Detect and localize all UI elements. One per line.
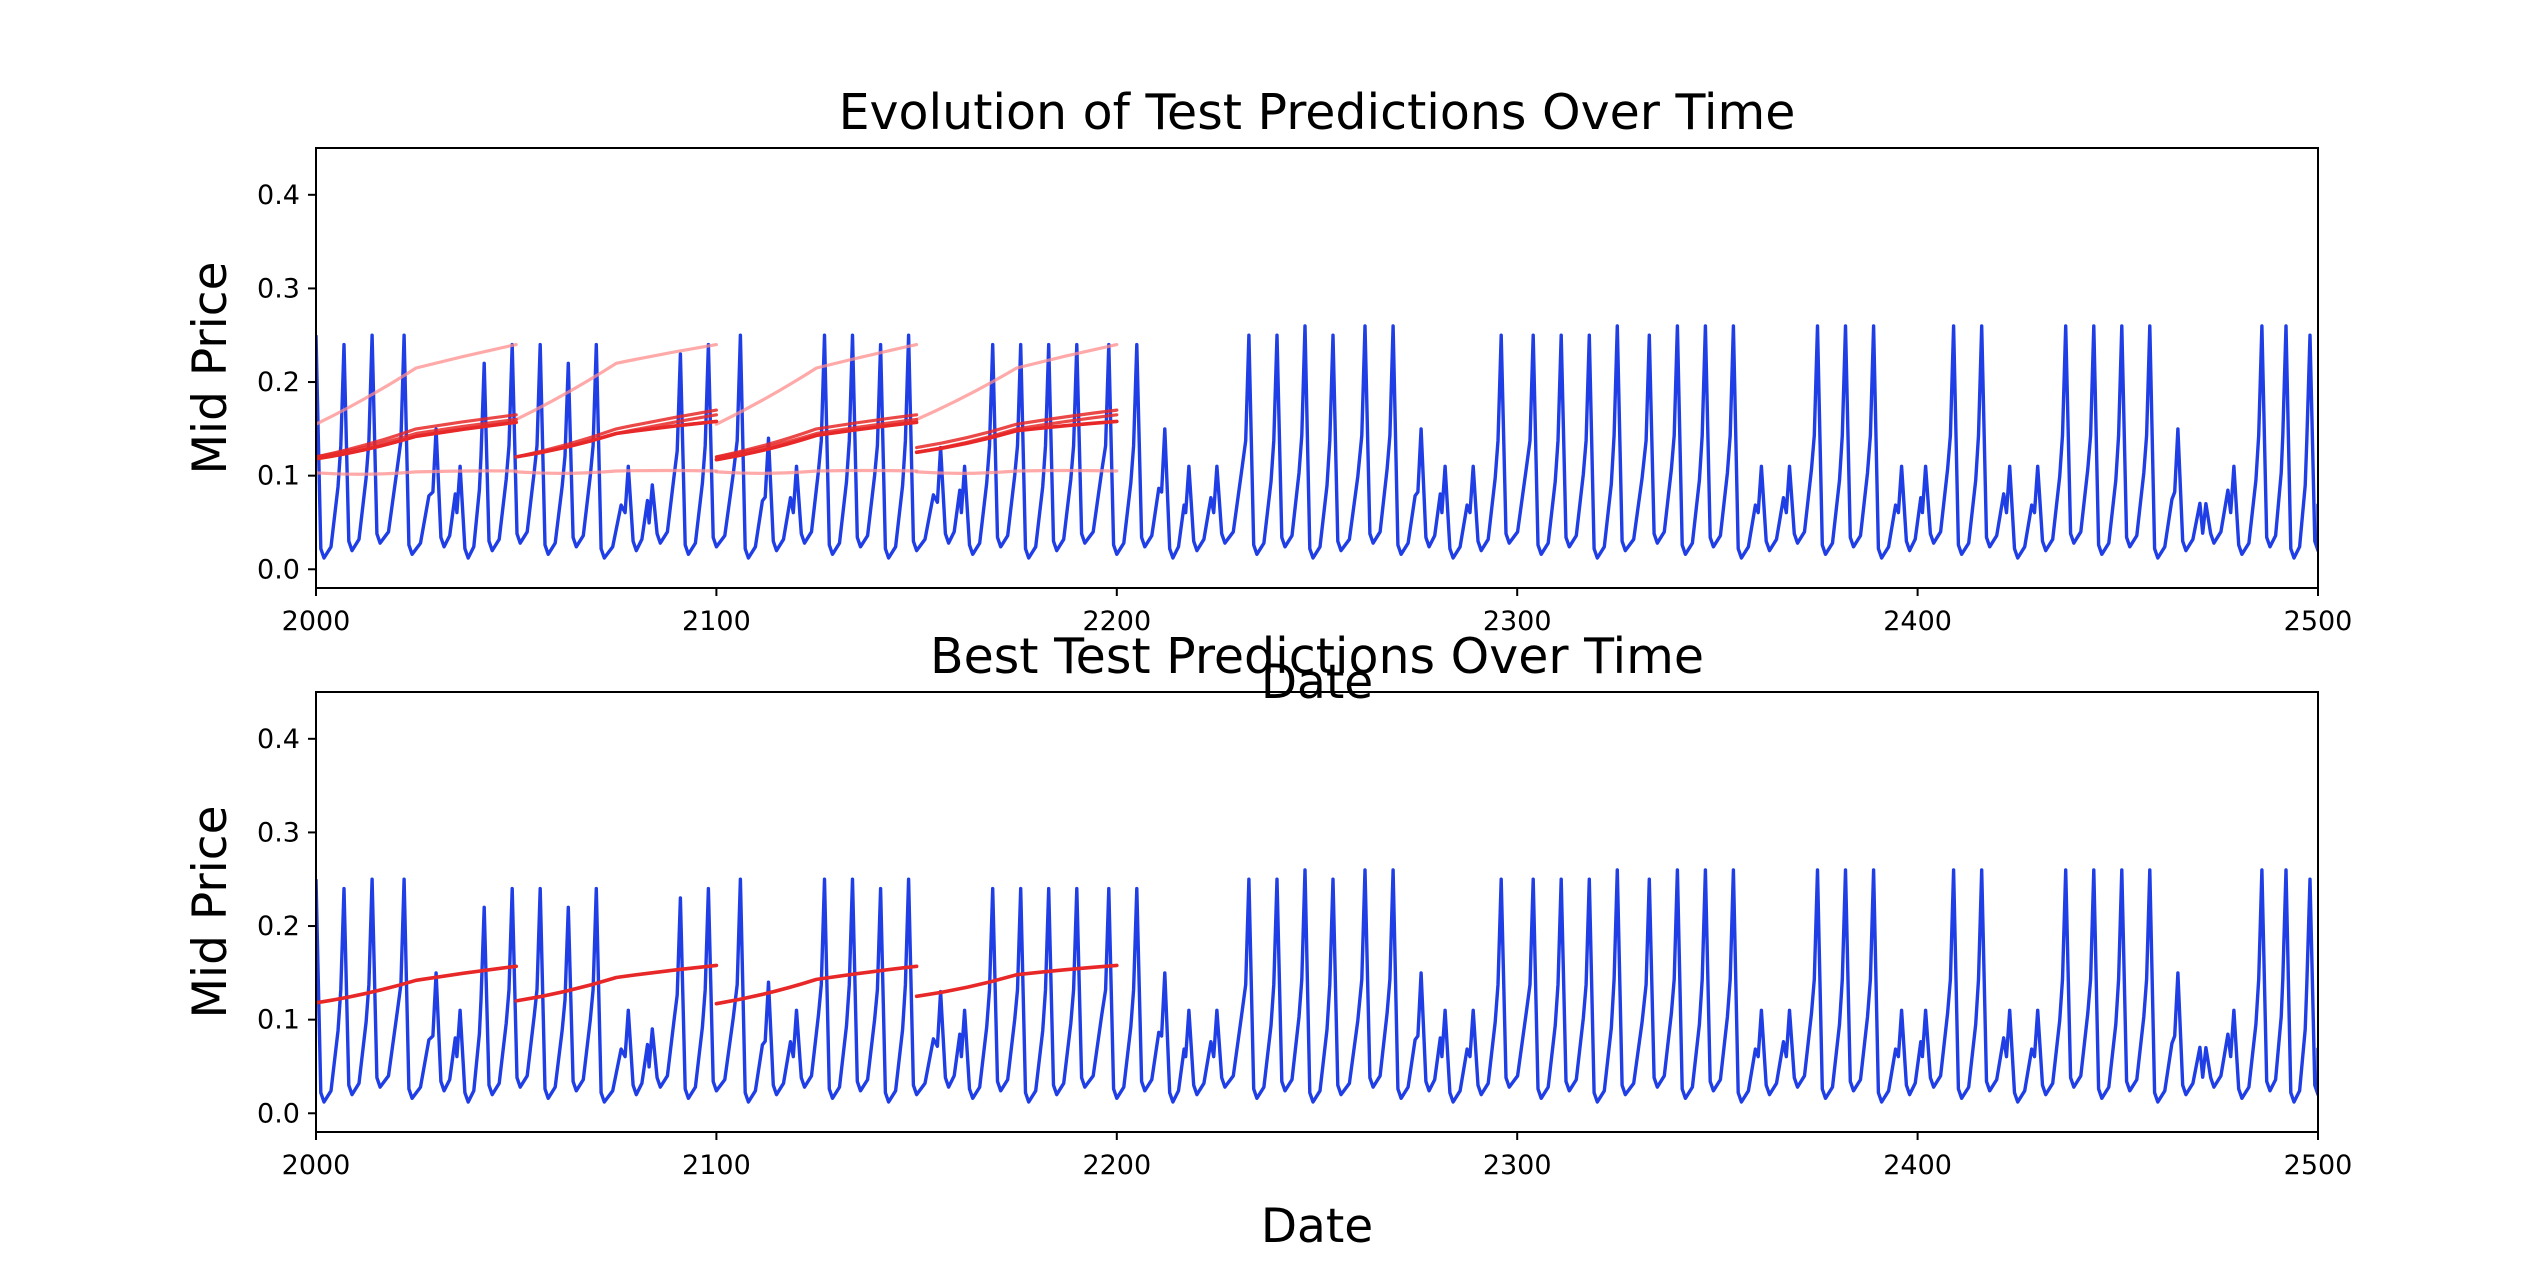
top-x-tick-label: 2200 xyxy=(1082,606,1151,637)
bottom-axes: 2000 2100 2200 2300 2400 25000.00.10.20.30.4 … xyxy=(183,628,2352,1254)
top-y-tick-label: 0.1 xyxy=(257,461,300,492)
top-actual-series-line xyxy=(316,324,2318,560)
top-prediction-run-3-segment-0 xyxy=(316,417,518,459)
top-y-tick-label: 0.4 xyxy=(257,180,300,211)
top-plot-lines xyxy=(316,324,2318,560)
top-axes: 2000 2100 2200 2300 2400 25000.00.10.20.30.4 … xyxy=(183,84,2352,710)
bottom-plot-lines xyxy=(316,868,2318,1104)
top-x-tick-label: 2300 xyxy=(1483,606,1552,637)
bottom-y-tick-label: 0.1 xyxy=(257,1005,300,1036)
top-ticks: 2000 2100 2200 2300 2400 2500 0.0 0.1 0.2 0.3 0.4 xyxy=(257,180,2352,637)
bottom-y-tick-label: 0.2 xyxy=(257,911,300,942)
top-chart-title: Evolution of Test Predictions Over Time xyxy=(839,84,1796,141)
top-y-tick-label: 0.2 xyxy=(257,367,300,398)
bottom-x-tick-label: 2400 xyxy=(1883,1150,1952,1181)
top-prediction-run-1-segment-2 xyxy=(714,468,919,475)
bottom-prediction-run-0-segment-3 xyxy=(914,963,1119,999)
top-prediction-run-1-segment-0 xyxy=(316,469,518,476)
bottom-x-axis-label: Date xyxy=(1261,1199,1373,1254)
top-y-tick-label: 0.0 xyxy=(257,554,300,585)
top-prediction-run-2-segment-3 xyxy=(915,408,1119,450)
top-y-axis-label: Mid Price xyxy=(183,261,238,474)
top-prediction-run-1-segment-1 xyxy=(514,468,718,475)
top-x-tick-label: 2100 xyxy=(682,606,751,637)
top-prediction-run-0-segment-0 xyxy=(316,343,518,426)
bottom-prediction-run-0-segment-0 xyxy=(316,964,518,1005)
top-prediction-run-0-segment-2 xyxy=(714,343,919,426)
bottom-axes-frame xyxy=(315,691,2319,1133)
bottom-prediction-run-0-segment-2 xyxy=(714,964,919,1006)
bottom-x-tick-label: 2200 xyxy=(1082,1150,1151,1181)
bottom-ticks: 2000 2100 2200 2300 2400 2500 0.0 0.1 0.2 0.3 0.4 xyxy=(257,724,2352,1181)
top-prediction-run-4-segment-0 xyxy=(316,420,518,461)
bottom-prediction-run-0-segment-1 xyxy=(514,963,719,1003)
top-prediction-run-1-segment-3 xyxy=(915,468,1119,475)
top-x-tick-label: 2000 xyxy=(282,606,351,637)
top-prediction-run-4-segment-2 xyxy=(714,420,919,462)
bottom-actual-series-line xyxy=(316,868,2318,1104)
bottom-y-tick-label: 0.3 xyxy=(257,817,300,848)
top-prediction-run-0-segment-1 xyxy=(514,343,718,422)
bottom-y-tick-label: 0.4 xyxy=(257,724,300,755)
bottom-x-tick-label: 2500 xyxy=(2284,1150,2353,1181)
bottom-x-tick-label: 2000 xyxy=(282,1150,351,1181)
top-axes-frame xyxy=(315,147,2319,589)
top-y-tick-label: 0.3 xyxy=(257,273,300,304)
top-prediction-run-3-segment-2 xyxy=(714,417,919,459)
bottom-x-tick-label: 2100 xyxy=(682,1150,751,1181)
bottom-y-axis-label: Mid Price xyxy=(183,805,238,1018)
bottom-x-tick-label: 2300 xyxy=(1483,1150,1552,1181)
top-prediction-run-0-segment-3 xyxy=(915,343,1119,422)
top-x-tick-label: 2400 xyxy=(1883,606,1952,637)
top-prediction-run-4-segment-1 xyxy=(514,419,719,459)
top-prediction-run-4-segment-3 xyxy=(914,419,1119,455)
top-x-axis-label: Date xyxy=(1261,655,1373,710)
bottom-y-tick-label: 0.0 xyxy=(257,1098,300,1129)
bottom-chart-title: Best Test Predictions Over Time xyxy=(930,628,1704,685)
top-x-tick-label: 2500 xyxy=(2284,606,2353,637)
